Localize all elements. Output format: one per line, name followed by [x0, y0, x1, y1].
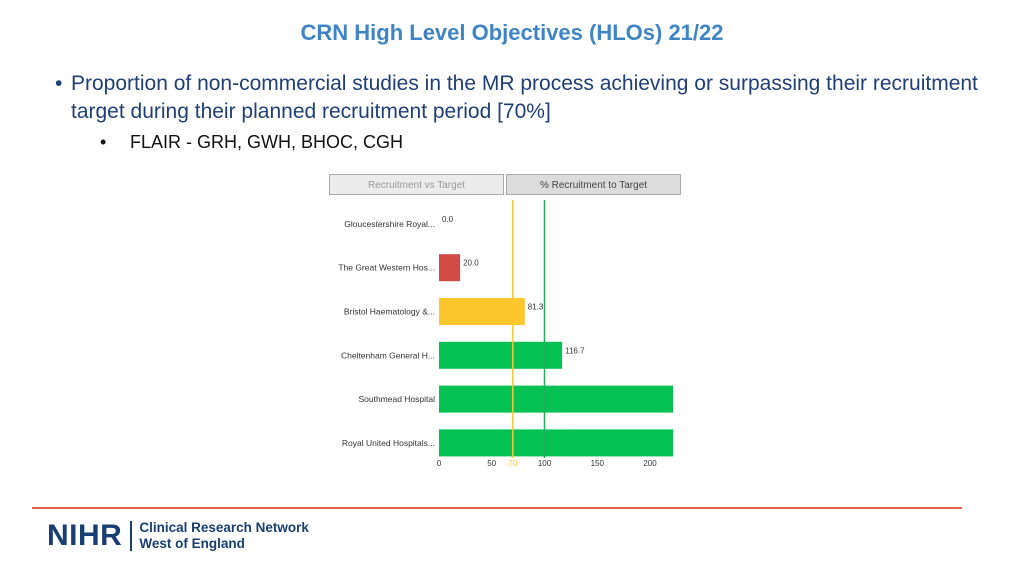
category-label: Bristol Haematology &... [344, 307, 435, 317]
category-label: Cheltenham General H... [341, 350, 435, 360]
value-label: 116.7 [565, 346, 585, 355]
bullet-point: • Proportion of non-commercial studies i… [55, 70, 985, 126]
sub-bullet-marker: • [100, 132, 107, 152]
recruitment-bar-chart: Gloucestershire Royal... 0.0 The Great Wes… [338, 200, 673, 468]
logo-line-2: West of England [139, 536, 245, 551]
bar [439, 298, 525, 325]
reference-line-label: 70 [508, 459, 517, 468]
x-tick-label: 150 [591, 459, 605, 468]
category-label: Royal United Hospitals... [342, 438, 435, 448]
logo-mark: NIHR [47, 519, 123, 552]
x-tick-label: 100 [538, 459, 552, 468]
bullet-marker: • [55, 72, 63, 95]
tab-percent-recruitment-to-target[interactable]: % Recruitment to Target [506, 174, 681, 195]
category-label: Gloucestershire Royal... [344, 219, 435, 229]
x-tick-label: 50 [487, 459, 496, 468]
footer-divider [32, 507, 962, 509]
sub-bullet-text: FLAIR - GRH, GWH, BHOC, CGH [130, 132, 404, 152]
tab-recruitment-vs-target[interactable]: Recruitment vs Target [329, 174, 504, 195]
bar [439, 254, 461, 282]
value-label: 81.3 [528, 303, 544, 312]
x-tick-label: 200 [643, 459, 657, 468]
category-label: The Great Western Hos... [338, 263, 435, 273]
bar [439, 385, 673, 413]
x-tick-label: 0 [437, 459, 442, 468]
logo-text: Clinical Research Network West of Englan… [139, 520, 309, 552]
bar [439, 429, 673, 457]
nihr-logo: NIHR Clinical Research Network West of E… [47, 519, 309, 553]
logo-separator [130, 521, 133, 551]
value-label: 0.0 [442, 215, 454, 224]
category-label: Southmead Hospital [358, 394, 435, 404]
value-label: 20.0 [463, 259, 479, 268]
slide-title: CRN High Level Objectives (HLOs) 21/22 [300, 20, 724, 45]
sub-bullet-point: • FLAIR - GRH, GWH, BHOC, CGH [100, 132, 403, 153]
logo-line-1: Clinical Research Network [139, 520, 309, 535]
bar [439, 341, 563, 369]
bullet-text: Proportion of non-commercial studies in … [71, 72, 978, 123]
